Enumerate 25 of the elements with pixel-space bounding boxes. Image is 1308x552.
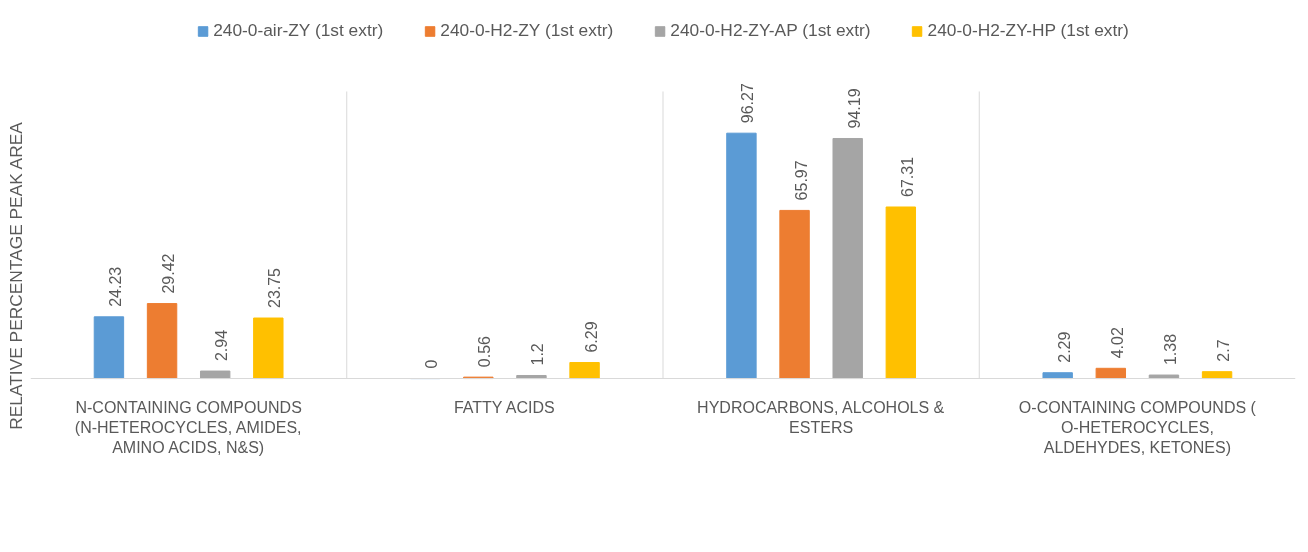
- legend-label: 240-0-H2-ZY (1st extr): [440, 20, 614, 41]
- x-tick-label: FATTY ACIDS: [453, 398, 555, 416]
- data-label: 65.97: [792, 160, 810, 201]
- data-label: 4.02: [1108, 327, 1126, 359]
- data-label: 94.19: [845, 88, 863, 129]
- data-label: 1.2: [529, 343, 547, 366]
- x-tick-label: O-CONTAINING COMPOUNDS ( O-HETEROCYCLES, ALDEHYDES, KETONES): [1018, 398, 1257, 457]
- data-label: 2.94: [213, 329, 231, 362]
- data-label: 0: [423, 359, 441, 369]
- legend-label: 240-0-H2-ZY-HP (1st extr): [927, 20, 1129, 41]
- legend-label: 240-0-air-ZY (1st extr): [213, 20, 384, 41]
- data-label: 6.29: [582, 321, 600, 353]
- y-axis-title: RELATIVE PERCENTAGE PEAK AREA: [5, 121, 26, 430]
- data-label: 96.27: [739, 83, 757, 124]
- data-label: 67.31: [898, 156, 916, 197]
- data-label: 1.38: [1161, 333, 1179, 366]
- legend-label: 240-0-H2-ZY-AP (1st extr): [670, 20, 871, 41]
- data-label: 2.29: [1055, 331, 1073, 363]
- data-label: 23.75: [266, 267, 284, 309]
- data-label: 2.7: [1215, 339, 1233, 362]
- data-label: 24.23: [106, 266, 124, 307]
- data-label: 0.56: [476, 335, 494, 368]
- x-tick-label: HYDROCARBONS, ALCOHOLS & ESTERS: [697, 398, 945, 436]
- x-tick-label: N-CONTAINING COMPOUNDS (N-HETEROCYCLES, AMIDES, AMINO ACIDS, N&S): [74, 398, 302, 457]
- data-label: 29.42: [160, 253, 178, 294]
